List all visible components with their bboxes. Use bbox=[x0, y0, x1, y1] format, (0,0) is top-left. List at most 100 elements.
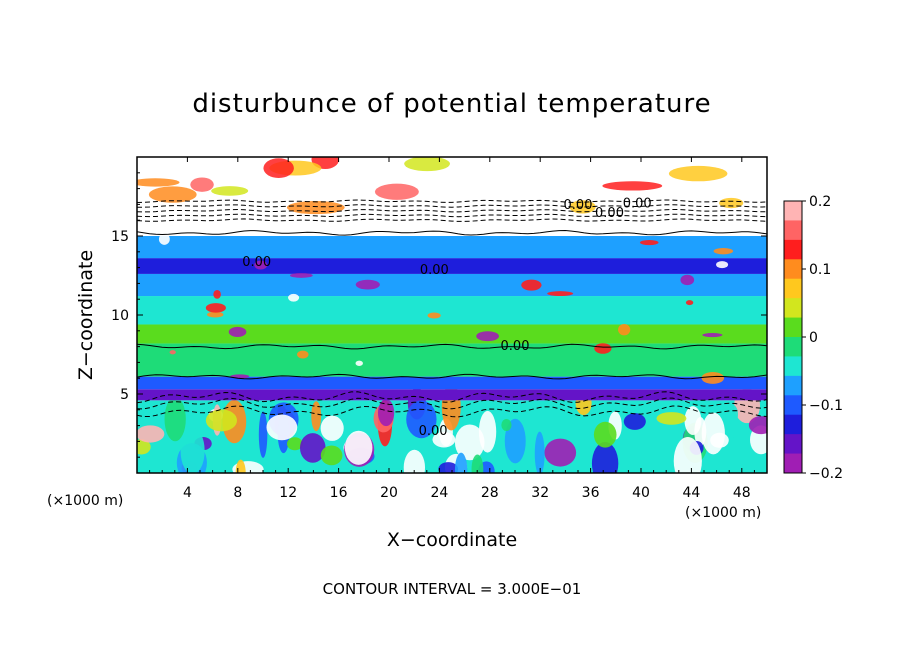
field-blob bbox=[205, 409, 238, 432]
field-blob bbox=[719, 197, 744, 209]
contour-value-label: 0.00 bbox=[420, 263, 449, 278]
field-blob bbox=[702, 332, 723, 338]
x-tick-label: 28 bbox=[481, 485, 499, 501]
colorbar-label: −0.2 bbox=[809, 466, 843, 482]
field-blob bbox=[213, 289, 221, 299]
field-band bbox=[137, 389, 767, 401]
z-axis-label: Z−coordinate bbox=[75, 250, 97, 380]
field-blob bbox=[716, 261, 729, 269]
x-tick-label: 8 bbox=[233, 485, 242, 501]
field-blob bbox=[602, 181, 663, 191]
colorbar-swatch bbox=[784, 239, 802, 260]
field-blob bbox=[286, 437, 303, 451]
field-blob bbox=[673, 436, 702, 473]
colorbar bbox=[783, 200, 803, 474]
field-band bbox=[137, 273, 767, 297]
field-blob bbox=[623, 413, 646, 430]
contour-value-label: 0.00 bbox=[595, 206, 624, 221]
field-blob bbox=[701, 372, 725, 384]
x-tick-label: 24 bbox=[430, 485, 448, 501]
field-blob bbox=[289, 273, 313, 278]
field-blob bbox=[454, 452, 468, 473]
field-blob bbox=[454, 424, 485, 461]
contour-zero bbox=[137, 343, 767, 350]
field-blob bbox=[504, 418, 526, 464]
x-tick-label: 16 bbox=[330, 485, 348, 501]
x-tick-label: 48 bbox=[733, 485, 751, 501]
x-tick-label: 36 bbox=[582, 485, 600, 501]
field-blob bbox=[427, 312, 441, 319]
z-tick-label: 10 bbox=[111, 308, 129, 324]
field-blob bbox=[297, 350, 309, 359]
field-blob bbox=[685, 300, 694, 306]
colorbar-swatch bbox=[784, 220, 802, 241]
colorbar-swatch bbox=[784, 317, 802, 338]
field-blob bbox=[668, 165, 728, 182]
colorbar-swatch bbox=[784, 395, 802, 416]
field-blob bbox=[288, 293, 300, 302]
field-blob bbox=[148, 186, 197, 203]
field-blob bbox=[137, 178, 180, 187]
field-blob bbox=[377, 399, 395, 427]
field-blob bbox=[137, 439, 151, 455]
field-blob bbox=[478, 410, 497, 453]
field-band bbox=[137, 157, 767, 208]
field-blob bbox=[593, 421, 617, 448]
colorbar-label: 0.2 bbox=[809, 194, 831, 210]
field-blob bbox=[728, 435, 749, 464]
field-blob bbox=[180, 427, 205, 473]
field-blob bbox=[404, 157, 450, 172]
contour-negative bbox=[137, 405, 767, 418]
contour-value-label: 0.00 bbox=[623, 197, 652, 212]
x-tick-label: 40 bbox=[632, 485, 650, 501]
field-blob bbox=[320, 445, 343, 466]
field-blob bbox=[263, 158, 294, 178]
field-blob bbox=[344, 430, 373, 465]
field-blob bbox=[258, 411, 268, 458]
field-blob bbox=[228, 326, 247, 338]
field-blob bbox=[211, 186, 249, 196]
colorbar-swatch bbox=[784, 337, 802, 357]
colorbar-swatch bbox=[784, 201, 802, 221]
colorbar-swatch bbox=[784, 375, 802, 396]
colorbar-swatch bbox=[784, 414, 802, 435]
field-blob bbox=[521, 279, 542, 291]
contour-negative bbox=[137, 391, 767, 404]
colorbar-swatch bbox=[784, 453, 802, 474]
contour-negative bbox=[137, 204, 767, 208]
field-blob bbox=[547, 291, 574, 297]
field-blob bbox=[656, 412, 687, 425]
colorbar-label: 0 bbox=[809, 330, 818, 346]
z-tick-label: 15 bbox=[111, 229, 129, 245]
field-blob bbox=[618, 323, 631, 336]
field-blob bbox=[639, 239, 659, 246]
z-axis: 5 10 15 bbox=[111, 172, 767, 458]
x-tick-label: 4 bbox=[183, 485, 192, 501]
contour-negative bbox=[137, 213, 767, 218]
field-band bbox=[137, 236, 767, 259]
field-blob bbox=[713, 247, 734, 255]
x-axis-label: X−coordinate bbox=[387, 529, 517, 551]
field-band bbox=[137, 296, 767, 325]
contour-lines bbox=[137, 199, 767, 418]
field-blob bbox=[680, 274, 695, 286]
colorbar-swatch bbox=[784, 259, 802, 280]
field-blob bbox=[190, 177, 214, 192]
field-blob bbox=[727, 404, 739, 425]
colorbar-swatch bbox=[784, 356, 802, 377]
field-blob bbox=[299, 433, 326, 463]
contour-negative bbox=[137, 199, 767, 203]
field-blob bbox=[207, 311, 224, 318]
field-blob bbox=[432, 431, 456, 448]
field-blob bbox=[254, 260, 268, 270]
contour-negative bbox=[137, 397, 767, 410]
field-blob bbox=[694, 416, 707, 447]
field-blob bbox=[501, 418, 512, 431]
field-band bbox=[137, 258, 767, 274]
field-blob bbox=[569, 200, 596, 214]
field-blob bbox=[476, 331, 499, 342]
field-blob bbox=[311, 401, 322, 432]
field-blob bbox=[137, 425, 165, 443]
field-blob bbox=[158, 233, 170, 245]
